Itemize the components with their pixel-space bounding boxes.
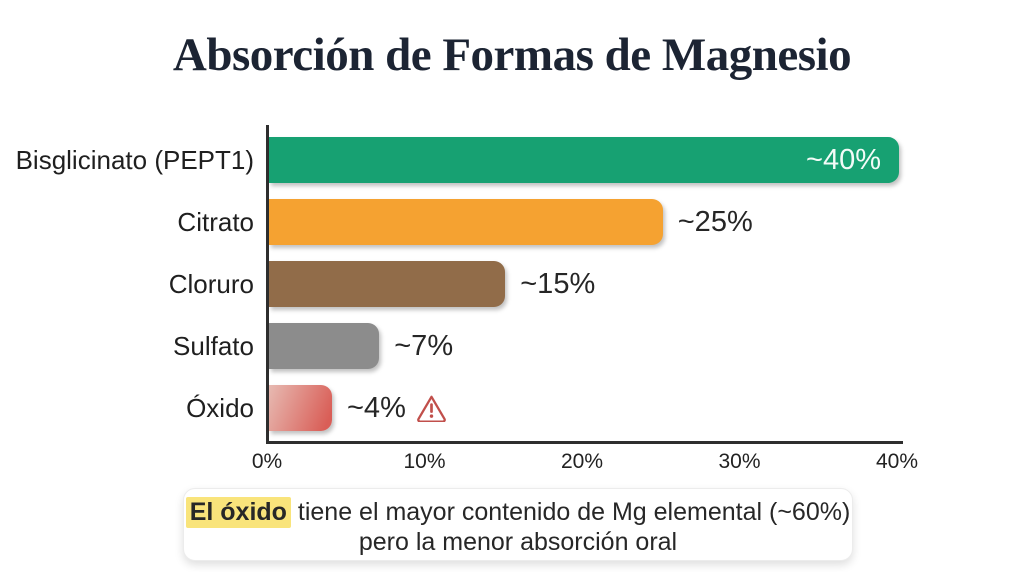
y-axis-line <box>266 125 269 443</box>
note-highlight: El óxido <box>185 497 291 528</box>
x-axis-line <box>266 441 903 444</box>
value-text: ~15% <box>520 267 596 300</box>
x-tick-label: 0% <box>251 450 283 473</box>
bar-chart: Bisglicinato (PEPT1) ~40% Citrato ~25% Cloru… <box>0 125 1024 490</box>
bar-row: Bisglicinato (PEPT1) ~40% <box>0 137 1024 183</box>
bar <box>269 261 506 307</box>
warning-triangle-icon <box>416 394 447 422</box>
value-label: ~4% <box>347 385 447 431</box>
value-label: ~15% <box>520 261 595 307</box>
bar <box>269 199 663 245</box>
bar: ~40% <box>269 137 899 183</box>
note-line-2: pero la menor absorción oral <box>358 528 678 556</box>
bar-row: Sulfato ~7% <box>0 323 1024 369</box>
note-card: El óxido tiene el mayor contenido de Mg … <box>183 488 853 561</box>
category-label: Sulfato <box>173 331 254 361</box>
x-tick-label: 10% <box>403 450 446 473</box>
bar-row: Cloruro ~15% <box>0 261 1024 307</box>
x-tick-label: 40% <box>875 450 919 473</box>
value-text: ~4% <box>347 391 406 424</box>
category-label: Bisglicinato (PEPT1) <box>15 145 254 175</box>
x-tick-label: 20% <box>560 450 604 473</box>
value-label: ~40% <box>806 143 881 176</box>
value-label: ~7% <box>394 323 453 369</box>
bar-row: Óxido ~4% <box>0 385 1024 431</box>
note-line1-rest: tiene el mayor contenido de Mg elemental… <box>290 498 851 526</box>
bar <box>269 323 380 369</box>
category-label: Cloruro <box>168 269 254 299</box>
x-tick-label: 30% <box>718 450 761 473</box>
note-line-1: El óxido tiene el mayor contenido de Mg … <box>184 497 852 528</box>
value-text: ~25% <box>677 205 753 238</box>
bar <box>269 385 332 431</box>
category-label: Citrato <box>177 207 254 237</box>
bar-row: Citrato ~25% <box>0 199 1024 245</box>
category-label: Óxido <box>186 393 254 423</box>
chart-title: Absorción de Formas de Magnesio <box>172 29 852 81</box>
value-text: ~7% <box>394 329 454 362</box>
value-label: ~25% <box>678 199 753 245</box>
